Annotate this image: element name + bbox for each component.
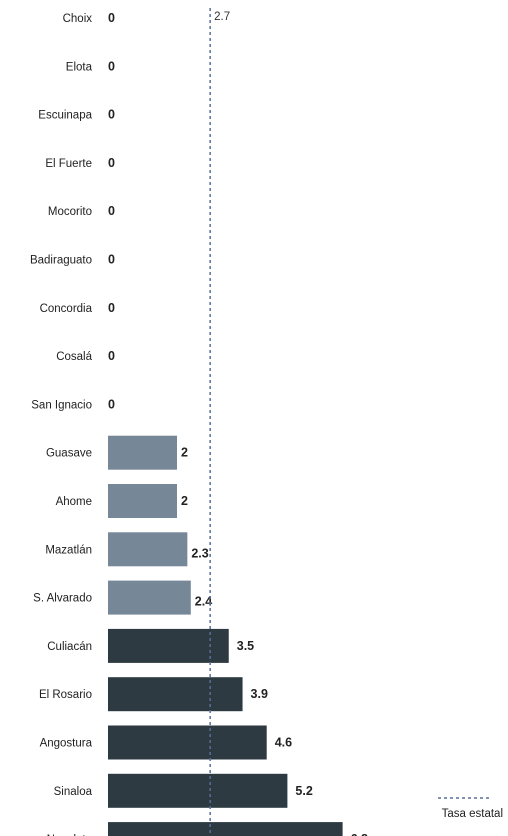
- category-label: Angostura: [40, 738, 93, 750]
- value-label: 2.3: [191, 546, 208, 560]
- bar: [108, 773, 288, 808]
- category-label: S. Alvarado: [33, 593, 92, 605]
- bar: [108, 725, 267, 760]
- category-label: Mocorito: [48, 206, 92, 218]
- value-label: 0: [108, 253, 115, 267]
- value-label: 0: [108, 397, 115, 411]
- value-label: 4.6: [275, 736, 292, 750]
- category-label: Cosalá: [56, 351, 92, 363]
- value-label: 3.9: [251, 687, 268, 701]
- category-label: Navolato: [47, 834, 92, 836]
- category-label: Badiraguato: [30, 255, 92, 267]
- category-label: San Ignacio: [31, 399, 92, 411]
- value-label: 3.5: [237, 639, 254, 653]
- legend-label: Tasa estatal: [442, 808, 503, 820]
- category-label: Escuinapa: [38, 110, 92, 122]
- value-label: 2: [181, 494, 188, 508]
- value-label: 0: [108, 59, 115, 73]
- category-label: El Rosario: [39, 689, 92, 701]
- legend: Tasa estatal: [438, 797, 503, 820]
- bar: [108, 484, 177, 518]
- reference-label: 2.7: [214, 11, 230, 23]
- value-label: 6.8: [351, 832, 368, 836]
- category-label: Culiacán: [47, 641, 92, 653]
- category-label: El Fuerte: [45, 158, 92, 170]
- value-labels: 0 0 0 0 0 0 0 0 0 2 2 2.3 2.4 3.5 3.9 4.6 5.2 6.8: [108, 11, 368, 836]
- category-label: Ahome: [56, 496, 92, 508]
- value-label: 0: [108, 349, 115, 363]
- bar: [108, 580, 191, 615]
- category-label: Mazatlán: [45, 544, 92, 556]
- value-label: 0: [108, 156, 115, 170]
- value-label: 0: [108, 108, 115, 122]
- bar: [108, 822, 343, 836]
- value-label: 0: [108, 301, 115, 315]
- bars-group: [108, 435, 343, 836]
- bar: [108, 532, 188, 567]
- value-label: 0: [108, 204, 115, 218]
- bar: [108, 677, 243, 712]
- value-label: 0: [108, 11, 115, 25]
- category-label: Choix: [63, 13, 93, 25]
- category-label: Elota: [66, 61, 93, 73]
- bar: [108, 628, 229, 663]
- value-label: 2: [181, 446, 188, 460]
- category-label: Concordia: [40, 303, 93, 315]
- category-label: Sinaloa: [54, 786, 93, 798]
- category-labels: Choix Elota Escuinapa El Fuerte Mocorito Badi…: [30, 13, 93, 836]
- value-label: 5.2: [295, 784, 312, 798]
- bar: [108, 435, 177, 470]
- category-label: Guasave: [46, 448, 92, 460]
- value-label: 2.4: [195, 595, 212, 609]
